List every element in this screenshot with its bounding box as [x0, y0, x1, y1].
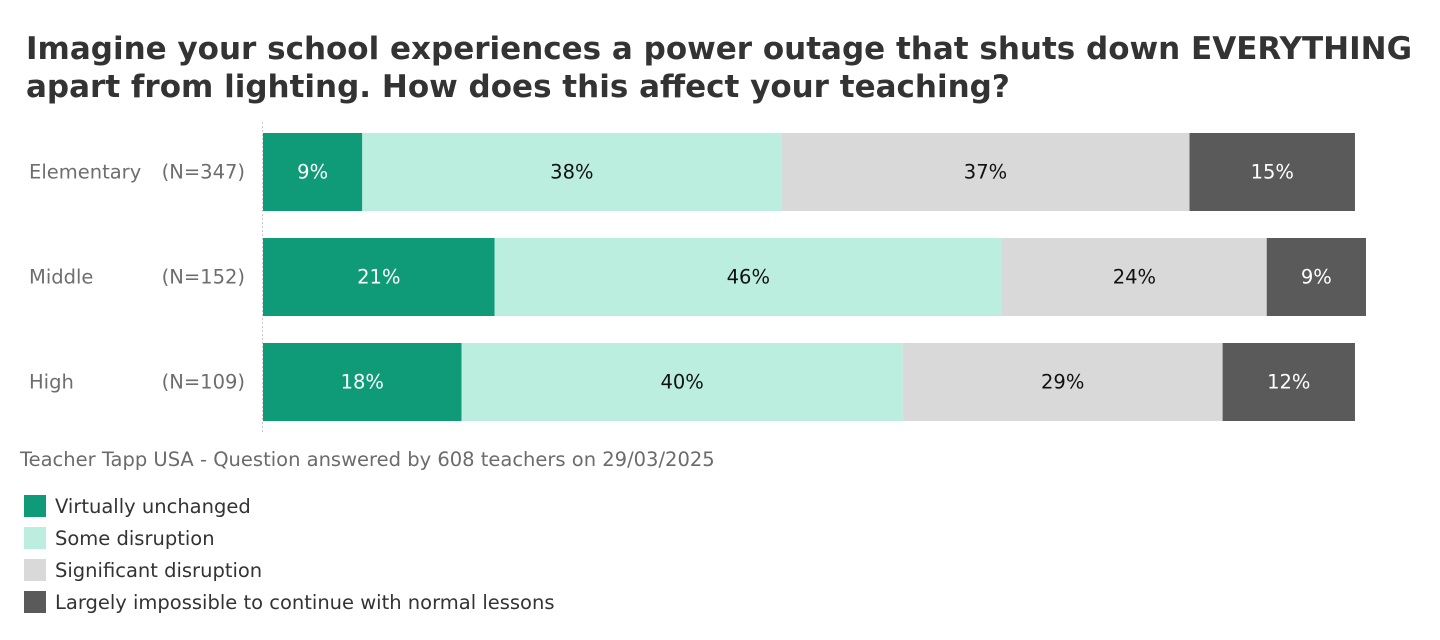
category-label-elementary: Elementary [29, 161, 141, 184]
bar-elementary-largely-impossible-to-continue-with-normal-lessons [1189, 133, 1355, 211]
bar-middle-largely-impossible-to-continue-with-normal-lessons [1266, 238, 1366, 316]
bar-middle-significant-disruption [1002, 238, 1267, 316]
bar-elementary-some-disruption [362, 133, 782, 211]
data-label-elementary-significant-disruption: 37% [964, 161, 1007, 184]
data-label-elementary-largely-impossible-to-continue-with-normal-lessons: 15% [1251, 161, 1294, 184]
legend-item-virtually-unchanged: Virtually unchanged [24, 490, 555, 522]
data-label-middle-some-disruption: 46% [727, 266, 770, 289]
data-label-elementary-some-disruption: 38% [550, 161, 593, 184]
legend-item-some-disruption: Some disruption [24, 522, 555, 554]
bar-middle-virtually-unchanged [263, 238, 495, 316]
data-label-middle-significant-disruption: 24% [1113, 266, 1156, 289]
legend-swatch [24, 495, 46, 517]
legend-label: Virtually unchanged [55, 494, 251, 518]
category-count-high: (N=109) [162, 371, 245, 394]
bar-high-significant-disruption [902, 343, 1223, 421]
legend-label: Significant disruption [55, 558, 263, 582]
data-label-middle-virtually-unchanged: 21% [357, 266, 400, 289]
data-label-high-some-disruption: 40% [660, 371, 703, 394]
legend-swatch [24, 559, 46, 581]
bar-elementary-virtually-unchanged [263, 133, 363, 211]
legend-item-significant-disruption: Significant disruption [24, 554, 555, 586]
category-count-elementary: (N=347) [162, 161, 245, 184]
bar-high-virtually-unchanged [263, 343, 462, 421]
legend-swatch [24, 591, 46, 613]
chart-title: Imagine your school experiences a power … [26, 31, 1413, 105]
legend-label: Some disruption [55, 526, 215, 550]
chart-source-note: Teacher Tapp USA - Question answered by … [20, 448, 715, 471]
bar-elementary-significant-disruption [781, 133, 1190, 211]
bars-layer: 9% 38% 37% 15% 21% 46% 24% 9% 18% 40% 29% 12% [263, 133, 1366, 421]
bar-middle-some-disruption [494, 238, 1003, 316]
data-label-high-largely-impossible-to-continue-with-normal-lessons: 12% [1267, 371, 1310, 394]
legend-item-largely-impossible-to-continue-with-normal-lessons: Largely impossible to continue with norm… [24, 586, 555, 618]
category-label-middle: Middle [29, 266, 93, 289]
legend: Virtually unchanged Some disruption Signif… [24, 490, 555, 618]
bar-high-largely-impossible-to-continue-with-normal-lessons [1222, 343, 1355, 421]
data-label-middle-largely-impossible-to-continue-with-normal-lessons: 9% [1301, 266, 1332, 289]
category-count-middle: (N=152) [162, 266, 245, 289]
data-label-high-virtually-unchanged: 18% [341, 371, 384, 394]
legend-swatch [24, 527, 46, 549]
data-label-high-significant-disruption: 29% [1041, 371, 1084, 394]
legend-label: Largely impossible to continue with norm… [55, 590, 555, 614]
data-label-elementary-virtually-unchanged: 9% [297, 161, 328, 184]
category-label-high: High [29, 371, 74, 394]
bar-high-some-disruption [461, 343, 903, 421]
